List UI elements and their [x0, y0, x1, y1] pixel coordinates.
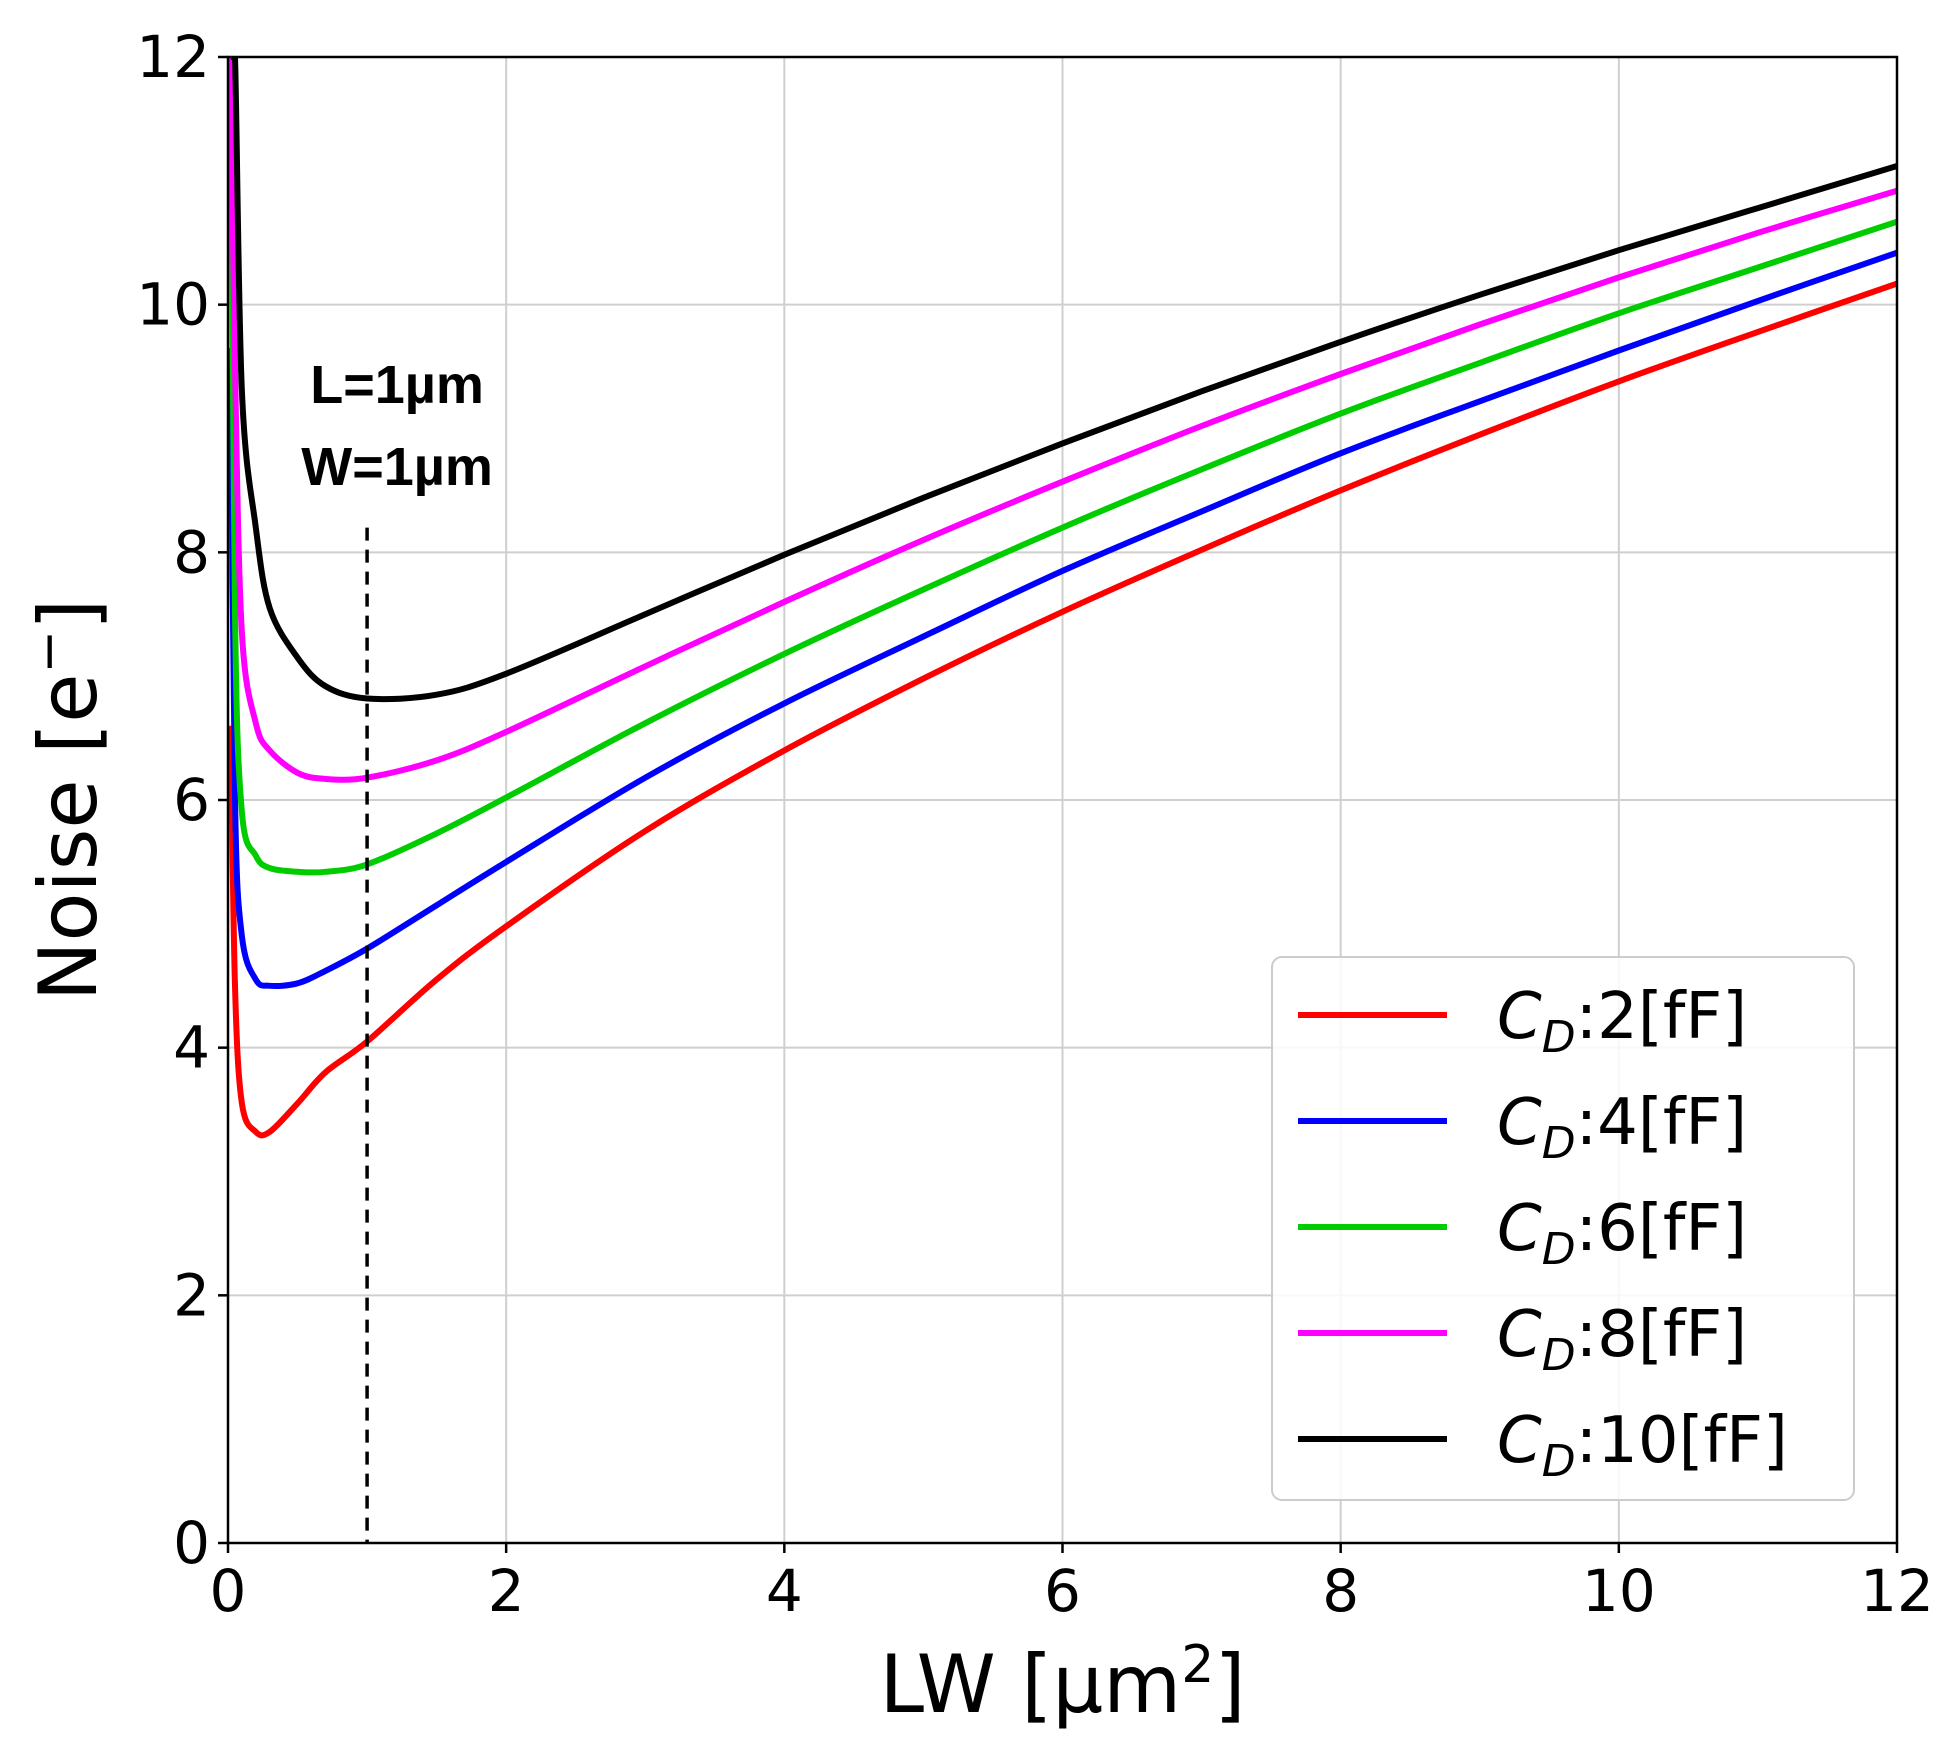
y-tick-label: 4: [173, 1014, 210, 1082]
y-axis-label: Noise [e−]: [19, 599, 115, 1002]
plot-area: [228, 57, 1897, 1139]
legend-item: CD:2[fF]: [1298, 980, 1747, 1063]
y-tick-label: 2: [173, 1261, 210, 1329]
legend-label: CD:6[fF]: [1497, 1192, 1747, 1275]
legend-item: CD:4[fF]: [1298, 1086, 1747, 1169]
series-line-10fF: [228, 57, 1897, 703]
legend-label: CD:4[fF]: [1497, 1086, 1747, 1169]
legend-label: CD:2[fF]: [1497, 980, 1747, 1063]
x-tick-label: 8: [1322, 1557, 1359, 1625]
ticks: 0 2 4 6 8 10 12 0 2 4 6 8 10 12: [136, 23, 1934, 1625]
x-tick-label: 2: [488, 1557, 525, 1625]
series-line-4fF: [228, 249, 1897, 990]
legend-box: [1271, 956, 1855, 1501]
x-tick-label: 6: [1044, 1557, 1081, 1625]
x-tick-label: 10: [1582, 1557, 1656, 1625]
annotation-length: L=1µm: [310, 355, 484, 415]
annotation-width: W=1µm: [301, 437, 493, 497]
y-tick-label: 0: [173, 1509, 210, 1577]
legend-item: CD:6[fF]: [1298, 1192, 1747, 1275]
legend-label: CD:8[fF]: [1497, 1298, 1747, 1381]
y-tick-label: 8: [173, 518, 210, 586]
y-tick-label: 10: [136, 271, 210, 339]
legend-item: CD:8[fF]: [1298, 1298, 1747, 1381]
legend-item: CD:10[fF]: [1298, 1404, 1788, 1487]
x-tick-label: 4: [766, 1557, 803, 1625]
series-line-6fF: [228, 57, 1897, 876]
legend[interactable]: CD:2[fF] CD:4[fF] CD:6[fF] CD:8[fF] CD:10[fF…: [1271, 956, 1855, 1501]
y-tick-label: 12: [136, 23, 210, 91]
x-axis-label: LW [µm2]: [879, 1635, 1245, 1731]
x-tick-label: 0: [210, 1557, 247, 1625]
y-tick-label: 6: [173, 766, 210, 834]
x-tick-label: 12: [1860, 1557, 1934, 1625]
legend-label: CD:10[fF]: [1497, 1404, 1788, 1487]
series-line-8fF: [228, 57, 1897, 783]
annotation: L=1µm W=1µm: [301, 355, 493, 1543]
series-line-2fF: [228, 280, 1897, 1139]
